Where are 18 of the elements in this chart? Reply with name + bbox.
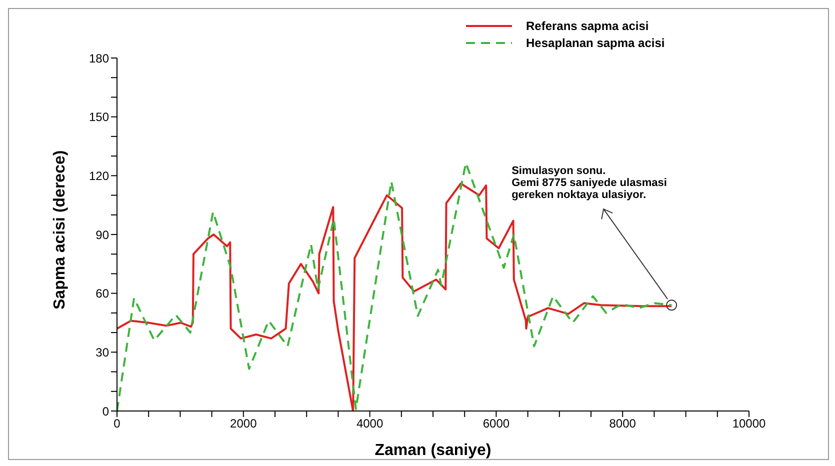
y-axis-title: Sapma acisi (derece) [52, 150, 69, 310]
x-tick-label: 10000 [732, 416, 766, 431]
y-tick-label: 60 [96, 286, 110, 301]
x-tick-label: 4000 [356, 416, 384, 431]
y-tick-label: 180 [88, 51, 110, 66]
x-axis-title: Zaman (saniye) [374, 442, 492, 459]
x-tick-label: 2000 [230, 416, 258, 431]
x-tick-label: 0 [114, 416, 121, 431]
y-tick-label: 0 [102, 404, 110, 418]
y-tick-label: 120 [88, 168, 110, 183]
y-tick-label: 150 [88, 110, 110, 124]
legend-label: Referans sapma acisi [526, 18, 649, 32]
annotation: Simulasyon sonu. Gemi 8775 saniyede ulasmasi gereken noktaya ulasiyor. [512, 165, 667, 202]
y-tick-label: 90 [96, 228, 110, 242]
legend-label: Hesaplanan sapma acisi [526, 36, 665, 50]
x-tick-label: 6000 [482, 416, 510, 431]
y-tick-label: 30 [96, 345, 110, 360]
x-tick-label: 8000 [609, 416, 636, 431]
